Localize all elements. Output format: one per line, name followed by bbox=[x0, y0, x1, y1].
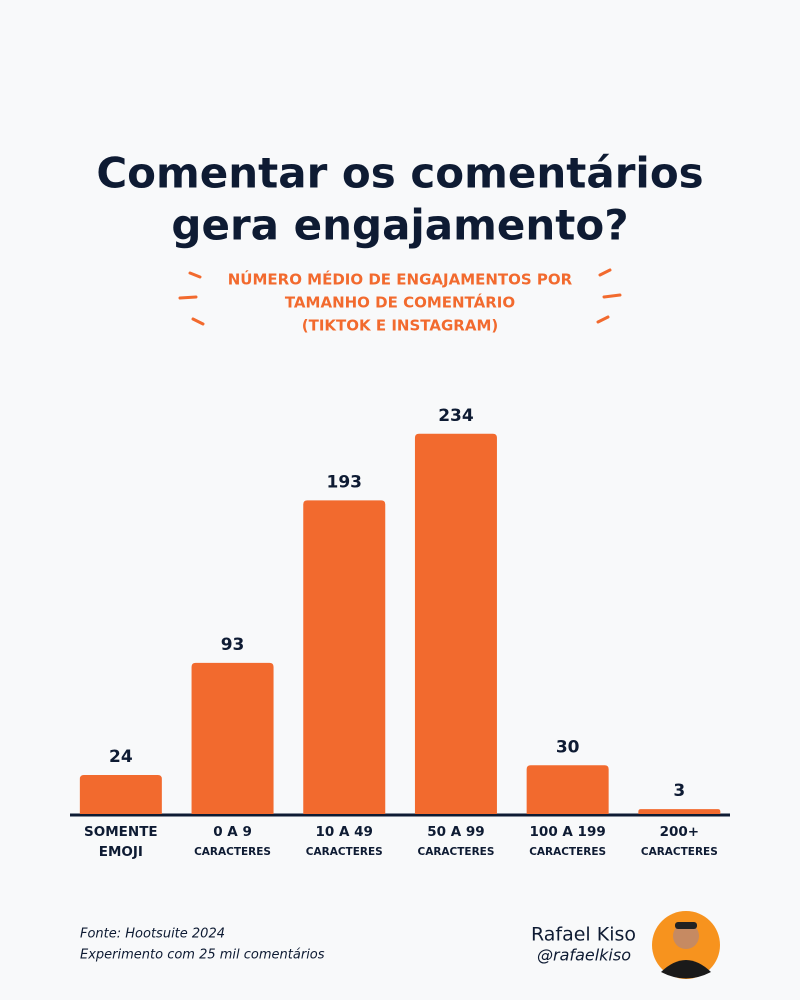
x-tick-label: 10 A 49 bbox=[316, 824, 373, 840]
bar bbox=[79, 775, 162, 814]
x-tick-label: CARACTERES bbox=[306, 846, 383, 858]
decoration bbox=[178, 268, 622, 326]
subtitle: (TIKTOK E INSTAGRAM) bbox=[302, 317, 498, 335]
x-tick-label: CARACTERES bbox=[529, 846, 606, 858]
bar bbox=[303, 500, 386, 814]
bar bbox=[414, 433, 497, 814]
bar bbox=[191, 662, 274, 814]
x-tick-label: SOMENTE bbox=[84, 824, 158, 840]
value-label: 193 bbox=[327, 472, 363, 492]
subtitle: TAMANHO DE COMENTÁRIO bbox=[285, 293, 515, 312]
value-label: 234 bbox=[438, 406, 474, 426]
value-label: 93 bbox=[221, 635, 245, 655]
x-tick-label: 50 A 99 bbox=[427, 824, 484, 840]
x-tick-label: EMOJI bbox=[99, 844, 143, 860]
avatar bbox=[652, 911, 720, 979]
x-tick-label: CARACTERES bbox=[417, 846, 494, 858]
x-tick-label: 200+ bbox=[660, 824, 700, 840]
chart-title: Comentar os comentários bbox=[96, 149, 703, 198]
value-label: 30 bbox=[556, 737, 580, 757]
value-label: 24 bbox=[109, 747, 133, 767]
source: Fonte: Hootsuite 2024 bbox=[80, 927, 225, 942]
chart-title: gera engajamento? bbox=[171, 201, 628, 250]
author-name: Rafael Kiso bbox=[531, 924, 636, 946]
bar bbox=[526, 765, 609, 814]
source: Experimento com 25 mil comentários bbox=[80, 948, 325, 963]
x-tick-label: CARACTERES bbox=[194, 846, 271, 858]
author-handle: @rafaelkiso bbox=[537, 946, 631, 965]
value-label: 3 bbox=[673, 781, 685, 801]
bar bbox=[638, 809, 721, 814]
x-tick-label: 0 A 9 bbox=[213, 824, 252, 840]
x-tick-label: CARACTERES bbox=[641, 846, 718, 858]
subtitle: NÚMERO MÉDIO DE ENGAJAMENTOS POR bbox=[228, 270, 573, 289]
x-tick-label: 100 A 199 bbox=[530, 824, 606, 840]
